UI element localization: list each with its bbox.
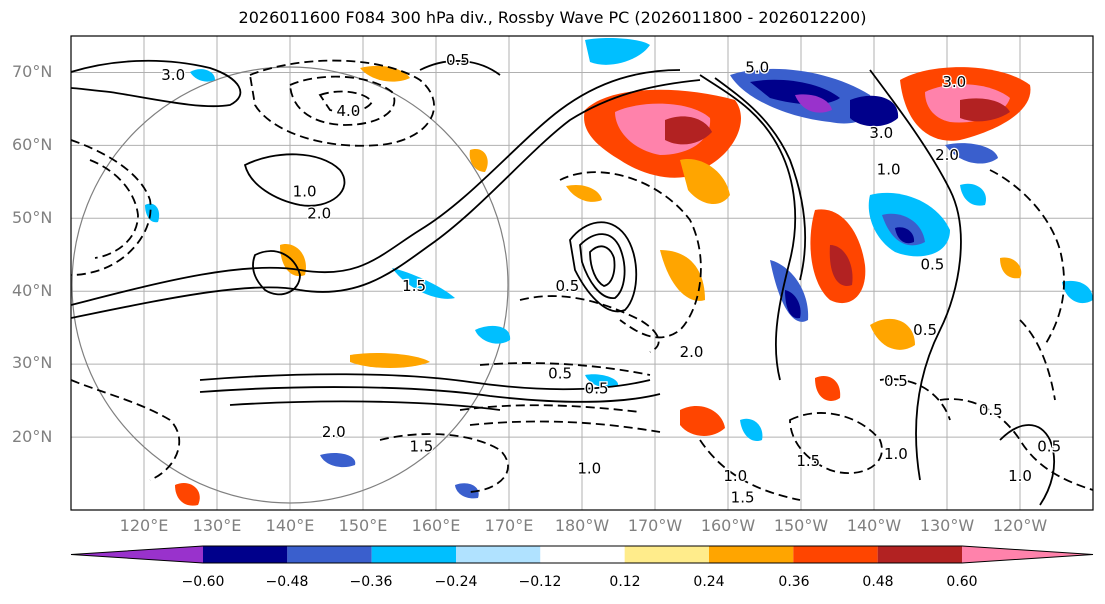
shade-positive-c7 xyxy=(469,149,488,172)
lon-tick-140e: 140°E xyxy=(265,516,315,535)
shade-negative-e2 xyxy=(945,143,998,164)
shade-positive-c8 xyxy=(360,65,410,82)
shade-negative-east-dark xyxy=(895,227,915,244)
colorbar-tick-2: −0.48 xyxy=(265,574,309,590)
contour-lines xyxy=(71,59,1055,506)
shade-negative-w2 xyxy=(475,325,511,344)
contour-labels: 0.5 4.0 3.0 1.0 2.0 1.5 0.5 2.0 1.5 0.5 1.0 0.5 2.0 1… xyxy=(160,50,1062,508)
shade-negative-ne xyxy=(850,95,899,127)
contour-label-19: 1.0 xyxy=(1008,467,1032,485)
shade-negative-w5 xyxy=(145,203,160,223)
contour-label-23: 3.0 xyxy=(869,124,893,142)
plot-frame xyxy=(70,35,1094,511)
lon-tick-130w: 130°W xyxy=(919,516,975,535)
contour-label-24: 2.0 xyxy=(935,146,959,164)
contour-label-4: 2.0 xyxy=(307,204,331,222)
contour-label-1: 4.0 xyxy=(336,102,360,120)
contour-label-17: 1.0 xyxy=(884,445,908,463)
contour-label-14: 0.5 xyxy=(913,321,937,339)
shade-positive-gold-ring xyxy=(680,159,730,205)
lon-tick-130e: 130°E xyxy=(192,516,242,535)
shade-positive-c10 xyxy=(175,482,200,506)
shade-negative-north-purple xyxy=(795,94,832,113)
colorbar-tick-7: 0.24 xyxy=(693,574,725,590)
shade-positive-c4 xyxy=(350,352,430,368)
plot-content: 0.5 4.0 3.0 1.0 2.0 1.5 0.5 2.0 1.5 0.5 1.0 0.5 2.0 1… xyxy=(71,36,1093,510)
lat-tick-70: 70°N xyxy=(12,62,53,81)
reference-circle xyxy=(71,66,509,504)
contour-label-7: 2.0 xyxy=(322,423,346,441)
contour-label-11: 0.5 xyxy=(585,379,609,397)
shade-negative-w8 xyxy=(190,69,215,82)
contour-label-2: 3.0 xyxy=(161,66,185,84)
shade-positive-east-dark xyxy=(960,98,1010,122)
shade-negative-topblue xyxy=(585,37,650,65)
contour-label-15: 0.5 xyxy=(884,372,908,390)
shade-negative-w1 xyxy=(392,268,455,299)
contour-label-0: 0.5 xyxy=(446,51,470,69)
lat-tick-50: 50°N xyxy=(12,208,53,227)
shade-negative-e3 xyxy=(960,183,986,206)
shade-positive-c6 xyxy=(660,250,705,301)
contour-label-22: 1.5 xyxy=(731,489,755,507)
lat-tick-60: 60°N xyxy=(12,135,53,154)
colorbar-tick-1: −0.60 xyxy=(181,574,225,590)
contour-label-10: 1.0 xyxy=(577,460,601,478)
shade-negative-w4 xyxy=(455,483,479,499)
colorbar-tick-6: 0.12 xyxy=(609,574,641,590)
contour-label-9: 0.5 xyxy=(548,365,572,383)
shade-negative-e4 xyxy=(1062,280,1093,304)
colorbar-tick-8: 0.36 xyxy=(778,574,810,590)
chart-title: 2026011600 F084 300 hPa div., Rossby Wav… xyxy=(238,8,867,27)
lon-tick-120w: 120°W xyxy=(992,516,1048,535)
contour-label-21: 1.0 xyxy=(723,467,747,485)
lon-tick-160w: 160°W xyxy=(700,516,756,535)
contour-label-16: 0.5 xyxy=(979,401,1003,419)
contour-label-12: 2.0 xyxy=(680,343,704,361)
lon-tick-120e: 120°E xyxy=(119,516,169,535)
lon-tick-140w: 140°W xyxy=(846,516,902,535)
lat-tick-40: 40°N xyxy=(12,281,53,300)
colorbar-tick-5: −0.12 xyxy=(518,574,562,590)
contour-label-8: 1.5 xyxy=(409,438,433,456)
contour-label-18: 1.5 xyxy=(796,452,820,470)
colorbar-tick-10: 0.60 xyxy=(946,574,978,590)
shade-positive-c2 xyxy=(870,318,915,350)
contour-label-26: 3.0 xyxy=(942,73,966,91)
lon-tick-150e: 150°E xyxy=(338,516,388,535)
colorbar-tick-3: −0.36 xyxy=(349,574,393,590)
lon-tick-170w: 170°W xyxy=(627,516,683,535)
contour-label-13: 1.0 xyxy=(877,161,901,179)
shade-positive-mid-core xyxy=(829,245,853,286)
contour-label-27: 0.5 xyxy=(920,255,944,273)
contour-label-6: 0.5 xyxy=(555,277,579,295)
shade-positive-c5 xyxy=(566,184,602,202)
shaded-fields xyxy=(145,37,1093,506)
contour-label-5: 1.5 xyxy=(402,277,426,295)
colorbar-tick-4: −0.24 xyxy=(434,574,478,590)
lat-tick-20: 20°N xyxy=(12,427,53,446)
shade-negative-w6 xyxy=(585,374,619,388)
contour-label-3: 1.0 xyxy=(293,182,317,200)
lon-tick-170e: 170°E xyxy=(484,516,534,535)
shade-negative-w3 xyxy=(320,453,356,468)
shade-positive-c1 xyxy=(815,376,841,401)
contour-label-25: 5.0 xyxy=(745,58,769,76)
lon-tick-150w: 150°W xyxy=(773,516,829,535)
lat-tick-30: 30°N xyxy=(12,353,53,372)
shade-negative-w7 xyxy=(740,418,763,442)
shade-positive-south xyxy=(680,406,725,436)
shade-positive-c9 xyxy=(1000,257,1022,279)
shade-negative-band-core xyxy=(785,290,801,319)
contour-lines-dashed xyxy=(71,59,1093,501)
lon-tick-180w: 180°W xyxy=(554,516,610,535)
shade-positive-darkred xyxy=(665,116,712,145)
contour-label-20: 0.5 xyxy=(1037,438,1061,456)
lon-tick-160e: 160°E xyxy=(411,516,461,535)
colorbar-tick-9: 0.48 xyxy=(862,574,894,590)
